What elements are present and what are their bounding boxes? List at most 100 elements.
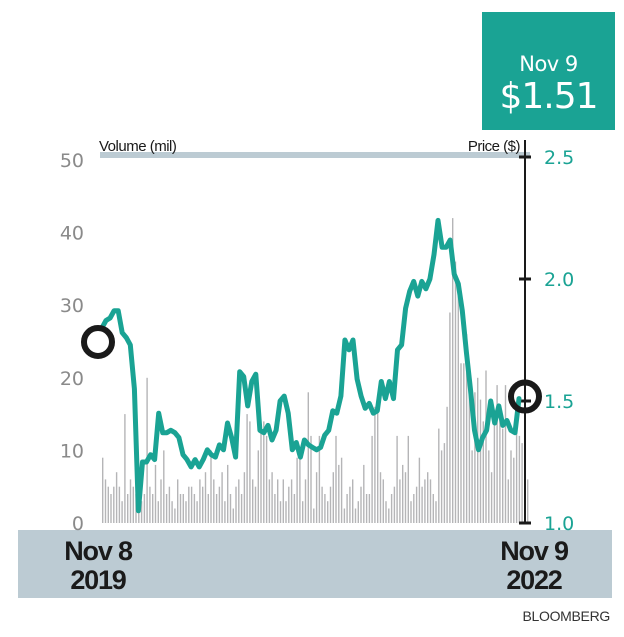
volume-bar xyxy=(438,428,440,523)
volume-bar xyxy=(313,508,315,523)
volume-bar xyxy=(463,363,465,523)
volume-bar xyxy=(510,450,512,523)
price-tick-label: 2.5 xyxy=(544,147,574,169)
volume-bar xyxy=(271,472,273,523)
price-tick-label: 1.5 xyxy=(544,391,574,413)
volume-bar xyxy=(338,464,340,523)
volume-bar xyxy=(421,486,423,523)
end-date-label: Nov 9 2022 xyxy=(490,537,578,595)
volume-bar xyxy=(174,508,176,523)
start-date-label: Nov 8 2019 xyxy=(54,537,142,595)
volume-bar xyxy=(171,501,173,523)
volume-bar xyxy=(315,472,318,523)
volume-bar xyxy=(402,464,404,523)
volume-bar xyxy=(493,421,496,523)
volume-bar xyxy=(418,457,421,523)
right-axis-label: Price ($) xyxy=(468,138,521,155)
volume-bar xyxy=(465,334,468,523)
start-date-day: Nov 8 xyxy=(64,536,133,566)
volume-bar xyxy=(521,443,523,523)
volume-tick-label: 0 xyxy=(72,513,84,535)
volume-bar xyxy=(440,450,443,523)
volume-bar xyxy=(346,494,348,523)
start-date-year: 2019 xyxy=(70,565,126,595)
volume-bar xyxy=(163,450,165,523)
volume-bar xyxy=(446,406,448,523)
volume-bar xyxy=(210,450,212,523)
volume-bar xyxy=(107,486,109,523)
volume-bar xyxy=(157,501,159,523)
volume-bar xyxy=(499,414,501,523)
volume-bar xyxy=(129,479,132,523)
volume-bar xyxy=(207,494,209,523)
start-price-marker xyxy=(81,325,115,359)
volume-bar xyxy=(424,479,426,523)
volume-bar xyxy=(490,472,493,523)
volume-bar xyxy=(185,501,187,523)
volume-bar xyxy=(104,479,107,523)
volume-bar xyxy=(407,435,409,523)
volume-bar xyxy=(496,385,498,523)
volume-bar xyxy=(243,472,246,523)
header-rule xyxy=(100,152,530,158)
volume-bar xyxy=(324,494,326,523)
volume-bar xyxy=(268,479,271,523)
volume-bar xyxy=(449,312,451,523)
volume-bar xyxy=(393,486,396,523)
volume-bar xyxy=(379,472,382,523)
volume-bar xyxy=(360,486,362,523)
date-band xyxy=(18,530,612,598)
volume-bar xyxy=(132,486,134,523)
volume-bar xyxy=(143,494,146,523)
price-line xyxy=(99,217,522,514)
volume-bar xyxy=(193,494,196,523)
volume-bar xyxy=(415,486,418,523)
volume-bar xyxy=(482,421,484,523)
volume-bar xyxy=(435,501,437,523)
volume-bar xyxy=(443,443,446,523)
volume-bar xyxy=(471,450,473,523)
volume-bar xyxy=(165,494,168,523)
volume-bar xyxy=(260,428,262,523)
volume-bar xyxy=(240,494,243,523)
volume-bar xyxy=(188,486,190,523)
volume-bar xyxy=(354,508,357,523)
volume-bar xyxy=(390,494,393,523)
volume-bar xyxy=(232,508,234,523)
volume-bar xyxy=(307,392,309,523)
price-tick-label: 1.0 xyxy=(544,513,574,535)
volume-bar xyxy=(349,486,351,523)
volume-tick-label: 10 xyxy=(60,440,84,462)
volume-bar xyxy=(399,479,401,523)
volume-bar xyxy=(279,501,282,523)
volume-bar xyxy=(485,370,487,523)
volume-bar xyxy=(296,457,298,523)
volume-bar xyxy=(429,479,432,523)
volume-bar xyxy=(488,450,490,523)
volume-bar xyxy=(213,479,215,523)
volume-bar xyxy=(238,479,240,523)
callout-price: $1.51 xyxy=(499,76,598,117)
volume-bar xyxy=(177,479,179,523)
volume-bar xyxy=(224,501,226,523)
volume-bar xyxy=(365,494,368,523)
volume-bar xyxy=(121,501,123,523)
volume-bar xyxy=(149,486,151,523)
volume-bar xyxy=(371,435,373,523)
volume-bar xyxy=(246,414,248,523)
volume-bar xyxy=(288,486,290,523)
volume-bar xyxy=(263,421,265,523)
volume-bar xyxy=(318,435,321,523)
volume-bar xyxy=(127,494,129,523)
volume-bar xyxy=(215,494,218,523)
volume-bar xyxy=(396,435,398,523)
volume-bar xyxy=(274,494,276,523)
volume-bar xyxy=(196,501,198,523)
left-axis-label: Volume (mil) xyxy=(99,138,177,155)
volume-bar xyxy=(249,421,251,523)
end-price-marker xyxy=(508,379,542,414)
volume-bar xyxy=(460,363,462,523)
volume-tick-label: 30 xyxy=(60,295,84,317)
volume-bar xyxy=(252,479,254,523)
